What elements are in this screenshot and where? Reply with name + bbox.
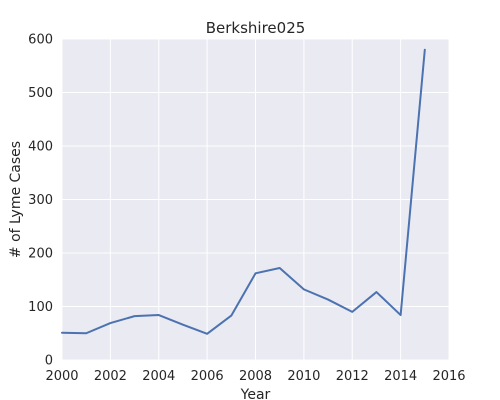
x-tick-label: 2006 (191, 369, 224, 384)
x-tick-label: 2010 (287, 369, 320, 384)
y-tick-label: 200 (28, 247, 53, 262)
data-point (255, 272, 257, 274)
y-tick-label: 0 (45, 354, 53, 369)
data-point (109, 322, 111, 324)
data-point (158, 314, 160, 316)
x-tick-label: 2008 (239, 369, 272, 384)
y-tick-label: 100 (28, 300, 53, 315)
x-tick-label: 2002 (94, 369, 127, 384)
x-tick-label: 2016 (432, 369, 465, 384)
x-tick-label: 2012 (336, 369, 369, 384)
data-point (230, 315, 232, 317)
y-tick-label: 500 (28, 86, 53, 101)
series-line (61, 48, 426, 335)
y-tick-label: 300 (28, 193, 53, 208)
y-axis-label: # of Lyme Cases (8, 141, 24, 258)
y-tick-label: 400 (28, 140, 53, 155)
x-axis-label: Year (240, 387, 271, 400)
grid-lines (61, 38, 450, 361)
x-tick-label: 2000 (45, 369, 78, 384)
chart-title: Berkshire025 (206, 19, 306, 37)
data-point (400, 314, 402, 316)
y-tick-label: 600 (28, 33, 53, 48)
data-point (327, 299, 329, 301)
data-point (61, 332, 63, 334)
data-point (424, 49, 426, 51)
data-point (85, 332, 87, 334)
data-point (206, 333, 208, 335)
data-point (303, 288, 305, 290)
series-layer (61, 48, 426, 335)
data-point (279, 267, 281, 269)
data-point (182, 324, 184, 326)
data-point (375, 291, 377, 293)
x-tick-label: 2014 (384, 369, 417, 384)
data-point (134, 315, 136, 317)
y-tick-labels: 0 100 200 300 400 500 600 (28, 33, 53, 369)
x-tick-labels: 2000 2002 2004 2006 2008 2010 2012 2014 2016 (45, 369, 465, 384)
x-tick-label: 2004 (142, 369, 175, 384)
data-point (351, 311, 353, 313)
